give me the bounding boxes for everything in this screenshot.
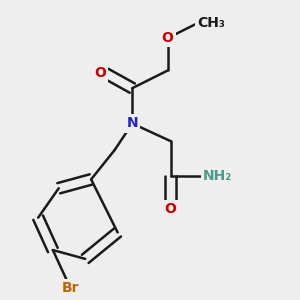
Text: N: N (127, 116, 138, 130)
Text: Br: Br (62, 281, 79, 295)
Text: O: O (162, 31, 174, 45)
Text: O: O (94, 66, 106, 80)
Text: NH₂: NH₂ (203, 169, 232, 184)
Text: O: O (165, 202, 176, 216)
Text: CH₃: CH₃ (197, 16, 225, 30)
